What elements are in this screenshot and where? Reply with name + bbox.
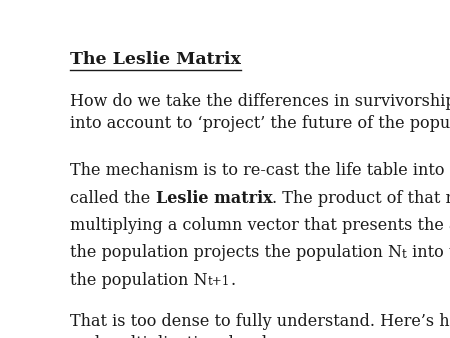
Text: t+1: t+1: [208, 275, 230, 288]
Text: How do we take the differences in survivorship and fecundity
into account to ‘pr: How do we take the differences in surviv…: [70, 93, 450, 132]
Text: called the: called the: [70, 190, 156, 207]
Text: .: .: [230, 272, 235, 289]
Text: the population N: the population N: [70, 272, 208, 289]
Text: Leslie matrix: Leslie matrix: [156, 190, 272, 207]
Text: into the structure of: into the structure of: [407, 244, 450, 261]
Text: That is too dense to fully understand. Here’s how the matrix
and multiplication : That is too dense to fully understand. H…: [70, 313, 450, 338]
Text: The mechanism is to re-cast the life table into a matrix form –: The mechanism is to re-cast the life tab…: [70, 162, 450, 179]
Text: The Leslie Matrix: The Leslie Matrix: [70, 51, 241, 68]
Text: t: t: [402, 248, 407, 261]
Text: the population projects the population N: the population projects the population N: [70, 244, 402, 261]
Text: multiplying a column vector that presents the age structure of: multiplying a column vector that present…: [70, 217, 450, 234]
Text: . The product of that matrix: . The product of that matrix: [272, 190, 450, 207]
